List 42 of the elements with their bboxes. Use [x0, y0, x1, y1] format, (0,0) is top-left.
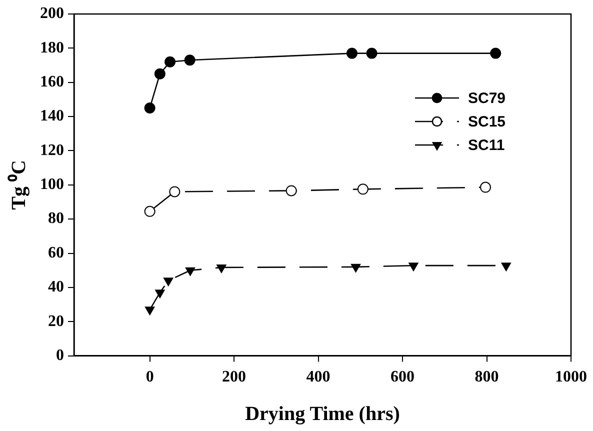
x-tick-label: 600: [390, 368, 415, 386]
y-tick-label: 140: [40, 108, 64, 125]
x-tick-label: 200: [222, 368, 246, 386]
point: [154, 68, 166, 80]
y-tick-label: 80: [48, 210, 64, 228]
point: [144, 102, 156, 114]
x-tick-label: 400: [306, 368, 330, 386]
y-axis-title: Tg ⁰C: [7, 160, 30, 210]
point: [366, 48, 378, 59]
point: [144, 206, 156, 217]
point: [357, 184, 368, 195]
y-tick-label: 180: [40, 39, 64, 56]
x-tick-label: 800: [474, 368, 499, 386]
point: [184, 54, 196, 66]
y-tick-label: 200: [40, 5, 64, 22]
y-tick-label: 0: [56, 346, 64, 364]
legend-label: SC15: [468, 114, 506, 131]
legend-label: SC79: [468, 90, 506, 108]
point: [164, 278, 174, 286]
point: [185, 267, 196, 276]
point: [169, 186, 180, 198]
point: [155, 290, 165, 298]
point: [164, 56, 176, 68]
point: [350, 264, 361, 272]
y-tick-label: 20: [48, 312, 64, 330]
y-tick-label: 60: [48, 244, 64, 262]
x-axis-title: Drying Time (hrs): [245, 403, 400, 426]
y-tick-label: 40: [48, 278, 64, 296]
point: [286, 185, 297, 196]
point: [480, 182, 491, 193]
x-tick-label: 1000: [555, 368, 587, 386]
point: [408, 262, 418, 272]
y-tick-label: 160: [40, 74, 64, 90]
y-tick-label: 100: [40, 176, 64, 194]
point: [501, 262, 511, 272]
legend-label: SC11: [468, 137, 505, 154]
point: [144, 306, 155, 316]
point: [490, 48, 502, 59]
x-tick-label: 0: [146, 368, 154, 386]
y-tick-label: 120: [40, 142, 64, 159]
point: [346, 48, 358, 59]
point: [216, 264, 226, 273]
